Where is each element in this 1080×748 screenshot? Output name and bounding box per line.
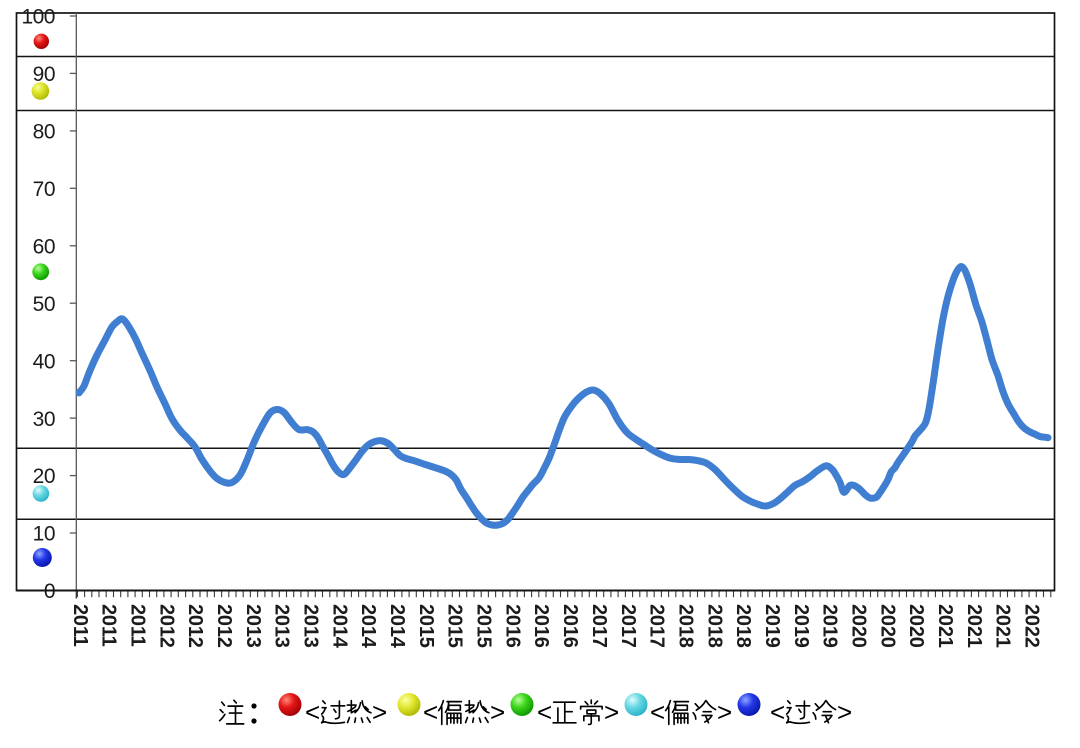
svg-text:2012: 2012	[155, 604, 177, 648]
svg-text:2019: 2019	[761, 604, 783, 648]
svg-text:2017: 2017	[588, 604, 610, 648]
svg-text:0: 0	[44, 580, 55, 603]
svg-text:<: <	[770, 697, 785, 727]
svg-text:2014: 2014	[357, 604, 379, 649]
svg-text:>: >	[837, 697, 852, 727]
svg-text:2017: 2017	[617, 604, 639, 648]
svg-text:2011: 2011	[98, 604, 120, 647]
svg-text:30: 30	[33, 408, 55, 431]
svg-text:2018: 2018	[674, 604, 696, 648]
svg-text:2016: 2016	[530, 604, 552, 648]
svg-text:2021: 2021	[992, 604, 1014, 648]
svg-text:2021: 2021	[934, 604, 956, 648]
svg-text:2020: 2020	[848, 604, 870, 648]
svg-text:<: <	[650, 697, 665, 727]
svg-text:2016: 2016	[501, 604, 523, 648]
svg-text:2015: 2015	[473, 604, 495, 648]
svg-text:2019: 2019	[790, 604, 812, 648]
svg-text:2013: 2013	[242, 604, 264, 648]
svg-text:2016: 2016	[559, 604, 581, 648]
svg-text:90: 90	[33, 63, 55, 86]
svg-text:2014: 2014	[386, 604, 408, 649]
svg-text:70: 70	[33, 178, 55, 201]
svg-text:2011: 2011	[127, 604, 149, 647]
svg-text:2019: 2019	[819, 604, 841, 648]
svg-text:2013: 2013	[300, 604, 322, 648]
svg-text:2020: 2020	[876, 604, 898, 648]
svg-text:50: 50	[33, 293, 55, 316]
svg-text:20: 20	[33, 465, 55, 488]
svg-text:<: <	[423, 697, 438, 727]
svg-text:2011: 2011	[69, 604, 91, 647]
svg-text:<: <	[305, 697, 320, 727]
svg-text:>: >	[490, 697, 505, 727]
svg-text:80: 80	[33, 121, 55, 144]
svg-text:2022: 2022	[1021, 604, 1043, 648]
svg-text:2015: 2015	[415, 604, 437, 648]
svg-text:2017: 2017	[646, 604, 668, 648]
svg-text:2014: 2014	[328, 604, 350, 649]
svg-text:2012: 2012	[213, 604, 235, 648]
svg-text:>: >	[372, 697, 387, 727]
svg-text:2018: 2018	[732, 604, 754, 648]
svg-text:2020: 2020	[905, 604, 927, 648]
svg-text:100: 100	[21, 6, 55, 29]
svg-text:<: <	[537, 697, 552, 727]
svg-text:>: >	[604, 697, 619, 727]
svg-text:2018: 2018	[703, 604, 725, 648]
svg-text:2015: 2015	[444, 604, 466, 648]
svg-text:10: 10	[33, 523, 55, 546]
svg-text:2012: 2012	[184, 604, 206, 648]
svg-text:40: 40	[33, 350, 55, 373]
svg-text:>: >	[717, 697, 732, 727]
svg-text:2013: 2013	[271, 604, 293, 648]
svg-text:60: 60	[33, 235, 55, 258]
svg-text:2021: 2021	[963, 604, 985, 648]
